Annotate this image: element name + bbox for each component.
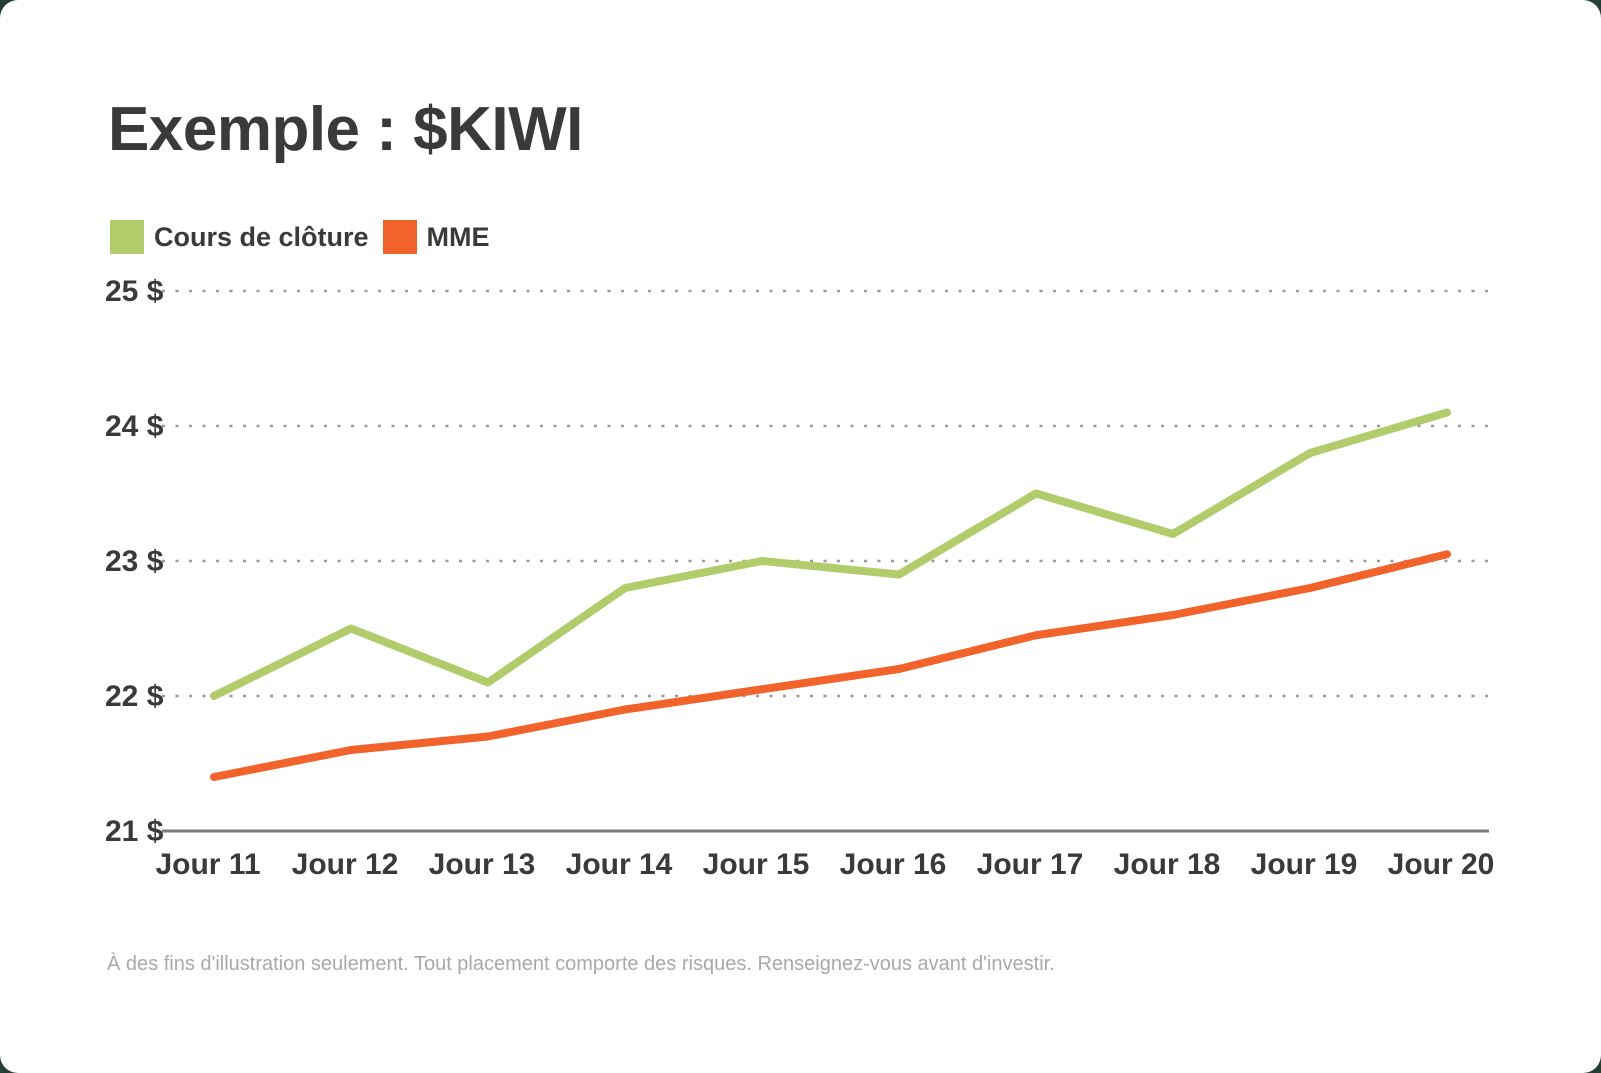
legend: Cours de clôture MME bbox=[110, 220, 490, 254]
x-axis-tick-label: Jour 11 bbox=[155, 848, 261, 881]
x-axis-tick-label: Jour 12 bbox=[291, 848, 399, 881]
mme-line bbox=[210, 550, 1451, 781]
legend-label-close-price: Cours de clôture bbox=[154, 221, 369, 252]
y-axis-tick-label: 24 $ bbox=[105, 410, 164, 443]
y-axis-tick-label: 25 $ bbox=[105, 275, 164, 308]
x-axis-tick-label: Jour 13 bbox=[428, 848, 536, 881]
legend-swatch-close-price bbox=[110, 220, 144, 254]
x-axis-tick-label: Jour 20 bbox=[1387, 848, 1495, 881]
y-axis-tick-label: 22 $ bbox=[105, 680, 164, 713]
legend-swatch-mme bbox=[382, 220, 417, 254]
x-axis-tick-label: Jour 19 bbox=[1250, 848, 1358, 881]
legend-item-close-price: Cours de clôture bbox=[110, 220, 369, 254]
y-axis-tick-label: 23 $ bbox=[105, 545, 164, 578]
y-axis-tick-label: 21 $ bbox=[105, 815, 164, 848]
close-price-line bbox=[210, 408, 1451, 700]
x-axis-tick-label: Jour 14 bbox=[565, 848, 673, 881]
chart-title: Exemple : $KIWI bbox=[108, 95, 583, 164]
disclaimer-text: À des fins d'illustration seulement. Tou… bbox=[107, 953, 1055, 975]
legend-label-mme: MME bbox=[426, 221, 490, 252]
x-axis-tick-label: Jour 16 bbox=[839, 848, 947, 881]
legend-item-mme: MME bbox=[382, 220, 490, 254]
x-axis-tick-label: Jour 15 bbox=[702, 848, 810, 881]
x-axis-tick-label: Jour 17 bbox=[976, 848, 1084, 881]
x-axis-tick-label: Jour 18 bbox=[1113, 848, 1221, 881]
